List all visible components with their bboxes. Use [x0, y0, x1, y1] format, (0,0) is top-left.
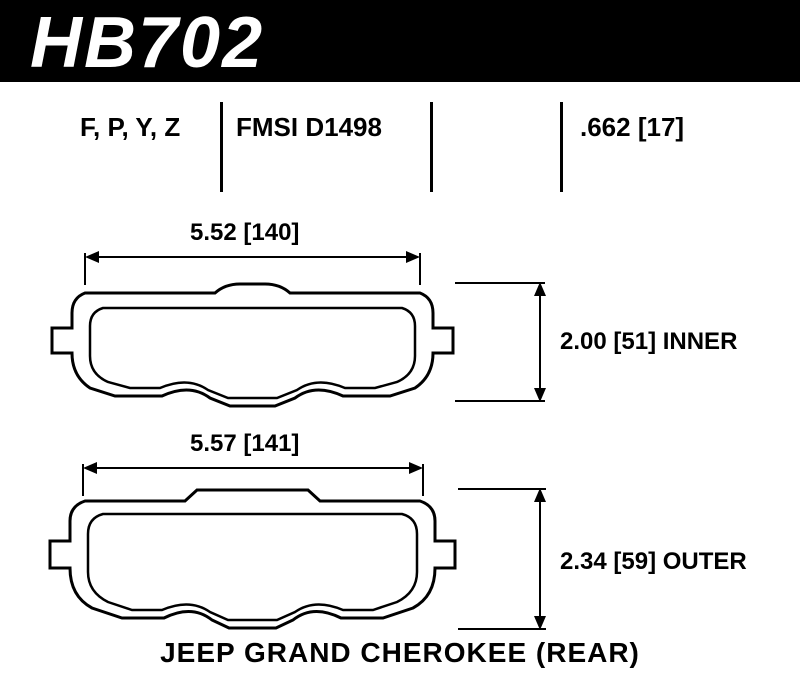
compound-codes: F, P, Y, Z	[80, 112, 180, 143]
inner-height-ext-bot	[455, 400, 545, 402]
inner-pad-drawing	[45, 278, 460, 413]
inner-width-arrow	[85, 247, 420, 267]
inner-height-ext-top	[455, 282, 545, 284]
outer-height-ext-bot	[458, 628, 546, 630]
outer-height-arrow	[530, 488, 550, 630]
separator-tick-1	[220, 102, 223, 192]
part-number: HB702	[30, 2, 264, 84]
header-bar: HB702	[0, 0, 800, 82]
fmsi-code: FMSI D1498	[236, 112, 382, 143]
outer-width-arrow	[83, 458, 423, 478]
separator-tick-3	[560, 102, 563, 192]
vehicle-label: JEEP GRAND CHEROKEE (REAR)	[0, 637, 800, 669]
outer-pad-drawing	[45, 486, 460, 636]
outer-height-ext-top	[458, 488, 546, 490]
separator-tick-2	[430, 102, 433, 192]
inner-width-label: 5.52 [140]	[190, 219, 299, 247]
inner-height-arrow	[530, 282, 550, 402]
inner-height-label: 2.00 [51] INNER	[560, 328, 737, 356]
outer-width-label: 5.57 [141]	[190, 430, 299, 458]
outer-height-label: 2.34 [59] OUTER	[560, 548, 747, 576]
thickness-code: .662 [17]	[580, 112, 684, 143]
